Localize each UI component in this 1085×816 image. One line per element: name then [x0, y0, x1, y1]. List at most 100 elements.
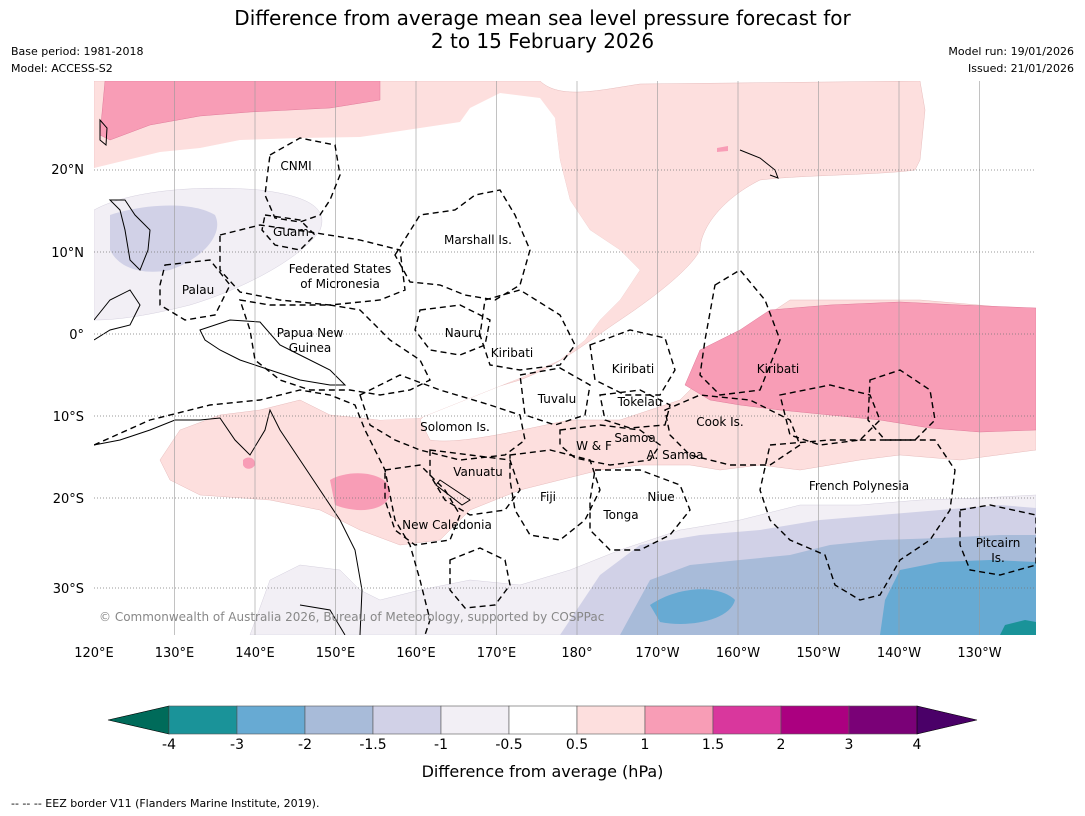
lon-label-130w: 130°W [957, 646, 1001, 661]
base-period-text: Base period: 1981-2018 [11, 45, 144, 58]
colorbar-bin [304, 705, 374, 735]
eez-fiji [509, 449, 601, 541]
colorbar-tick: 4 [912, 737, 922, 753]
lon-label-170w: 170°W [635, 646, 679, 661]
positive-anomaly-east [684, 301, 1036, 433]
label-pitcairn-1: Pitcairn [976, 536, 1021, 550]
eez-footnote: -- -- -- EEZ border V11 (Flanders Marine… [11, 797, 320, 810]
label-pitcairn-2: Is. [991, 551, 1005, 565]
eez-tuvalu [519, 367, 591, 426]
lon-label-150e: 150°E [316, 646, 356, 661]
colorbar-tick: -1 [434, 737, 448, 753]
label-french-polynesia: French Polynesia [809, 479, 909, 493]
eez-borders [94, 137, 1036, 635]
colorbar-extend-min [107, 705, 170, 735]
lat-label-0: 0° [69, 328, 84, 343]
colorbar-tick: -1.5 [359, 737, 387, 753]
label-fsm-1: Federated States [289, 262, 391, 276]
label-vanuatu: Vanuatu [453, 465, 503, 479]
map-area: CNMI Guam Marshall Is. Federated States … [94, 81, 1036, 635]
latitude-labels: 20°N 10°N 0° 10°S 20°S 30°S [51, 163, 84, 597]
new-zealand-coast [299, 604, 346, 635]
label-kiribati-e: Kiribati [757, 362, 799, 376]
colorbar-bin [644, 705, 714, 735]
label-fsm-2: of Micronesia [300, 277, 380, 291]
eez-kiribati-line [779, 384, 881, 446]
label-wf: W & F [576, 439, 612, 453]
colorbar-bin [780, 705, 850, 735]
colorbar [107, 705, 978, 735]
label-new-caledonia: New Caledonia [402, 518, 492, 532]
lon-label-140w: 140°W [877, 646, 921, 661]
lat-label-10n: 10°N [51, 246, 84, 261]
lon-label-170e: 170°E [477, 646, 517, 661]
eez-kiribati-east [699, 269, 781, 396]
label-png-1: Papua New [277, 326, 344, 340]
lon-label-120e: 120°E [74, 646, 114, 661]
label-kiribati-w: Kiribati [491, 346, 533, 360]
eez-palau [159, 259, 231, 321]
eez-guam [261, 214, 316, 251]
lon-label-180: 180° [561, 646, 592, 661]
philippines-coast [108, 199, 151, 271]
eez-cook [664, 394, 801, 466]
label-fiji: Fiji [540, 490, 556, 504]
lon-label-130e: 130°E [155, 646, 195, 661]
eez-kiribati-west [479, 289, 576, 371]
lat-label-10s: 10°S [53, 410, 84, 425]
colorbar-tick: 1.5 [701, 737, 725, 753]
eez-png [238, 299, 431, 396]
lon-label-140e: 140°E [235, 646, 275, 661]
colorbar-tick: -3 [230, 737, 244, 753]
eez-samoa-wf [559, 424, 661, 466]
australia-coast [94, 408, 363, 635]
lat-label-30s: 30°S [53, 582, 84, 597]
colorbar-bin [576, 705, 646, 735]
label-palau: Palau [182, 283, 214, 297]
colorbar-tick: 3 [844, 737, 854, 753]
colorbar-bin [372, 705, 442, 735]
eez-kiribati-south [867, 369, 936, 441]
colorbar-bin [712, 705, 782, 735]
map-title-line-1: Difference from average mean sea level p… [234, 6, 851, 30]
landmasses [94, 118, 779, 635]
label-asamoa: A. Samoa [647, 448, 704, 462]
borneo-coast [94, 289, 141, 341]
longitude-labels: 120°E 130°E 140°E 150°E 160°E 170°E 180°… [74, 646, 1001, 661]
colorbar-extend-max [916, 705, 978, 735]
colorbar-tick: 1 [640, 737, 650, 753]
colorbar-tick: -2 [298, 737, 312, 753]
eez-kiribati-central [589, 329, 676, 396]
colorbar-bin [848, 705, 918, 735]
hawaii-anomaly-marker [717, 146, 728, 152]
graticule [174, 81, 980, 635]
colorbar-tick: 2 [776, 737, 786, 753]
label-marshall: Marshall Is. [444, 233, 512, 247]
copyright-text: © Commonwealth of Australia 2026, Bureau… [99, 610, 604, 624]
eez-french-polynesia [759, 439, 956, 601]
label-png-2: Guinea [289, 341, 332, 355]
new-guinea-coast [199, 319, 347, 386]
eez-niue-tonga [589, 469, 691, 551]
label-solomon: Solomon Is. [420, 420, 490, 434]
colorbar-bin [236, 705, 306, 735]
colorbar-label: Difference from average (hPa) [421, 762, 664, 781]
label-samoa: Samoa [614, 431, 655, 445]
lat-label-20s: 20°S [53, 492, 84, 507]
new-caledonia-coast [435, 479, 471, 506]
negative-anomaly-south-4 [650, 589, 735, 624]
neutral-band-north [94, 93, 640, 450]
taiwan-coast [99, 118, 108, 147]
label-niue: Niue [647, 490, 674, 504]
colorbar-tick: -4 [162, 737, 176, 753]
negative-anomaly-south-3 [880, 560, 1036, 635]
eez-australia [94, 389, 431, 635]
colorbar-tick-labels: -4 -3 -2 -1.5 -1 -0.5 0.5 1 1.5 2 3 4 [0, 737, 1085, 757]
lon-label-160w: 160°W [716, 646, 760, 661]
eez-norfolk [449, 547, 511, 609]
eez-vanuatu [429, 449, 521, 516]
eez-nauru [414, 304, 491, 356]
region-labels: CNMI Guam Marshall Is. Federated States … [182, 159, 1020, 565]
label-tonga: Tonga [602, 508, 638, 522]
label-nauru: Nauru [445, 326, 481, 340]
